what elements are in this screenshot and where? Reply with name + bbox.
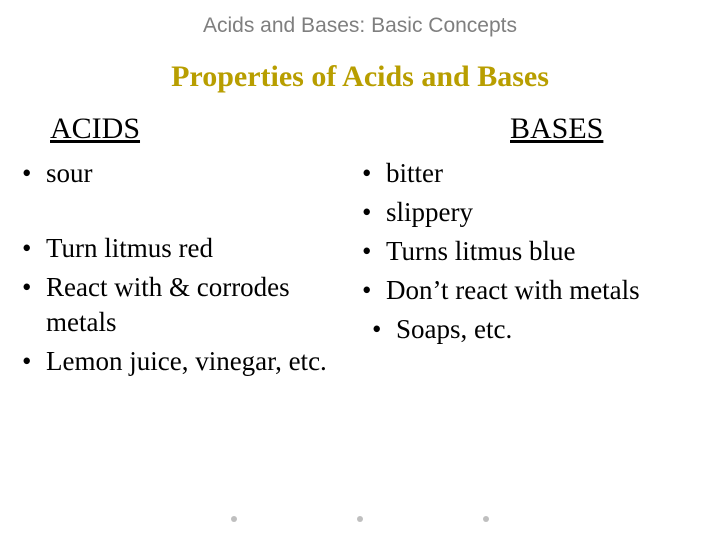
bases-heading: BASES bbox=[510, 112, 700, 146]
nav-dot bbox=[231, 516, 237, 522]
acids-list-top: sour bbox=[20, 156, 360, 191]
list-item: slippery bbox=[360, 195, 700, 230]
content-columns: ACIDS sour Turn litmus red React with & … bbox=[0, 112, 720, 383]
list-item: Don’t react with metals bbox=[360, 273, 700, 308]
nav-dot bbox=[483, 516, 489, 522]
list-item: Turns litmus blue bbox=[360, 234, 700, 269]
nav-dot bbox=[357, 516, 363, 522]
bases-list-mid: Turns litmus blue Don’t react with metal… bbox=[360, 234, 700, 308]
list-item: React with & corrodes metals bbox=[20, 270, 360, 340]
spacer bbox=[20, 195, 360, 231]
bases-list-bottom: Soaps, etc. bbox=[370, 312, 700, 347]
slide-header: Acids and Bases: Basic Concepts bbox=[0, 0, 720, 38]
acids-list-bottom: Turn litmus red React with & corrodes me… bbox=[20, 231, 360, 379]
bases-list-top: bitter slippery bbox=[360, 156, 700, 230]
footer-dots bbox=[0, 516, 720, 522]
list-item: Turn litmus red bbox=[20, 231, 360, 266]
bases-column: BASES bitter slippery Turns litmus blue … bbox=[360, 112, 700, 383]
acids-column: ACIDS sour Turn litmus red React with & … bbox=[20, 112, 360, 383]
list-item: Soaps, etc. bbox=[370, 312, 700, 347]
list-item: sour bbox=[20, 156, 360, 191]
acids-heading: ACIDS bbox=[50, 112, 360, 146]
list-item: Lemon juice, vinegar, etc. bbox=[20, 344, 360, 379]
slide-subtitle: Properties of Acids and Bases bbox=[0, 60, 720, 94]
list-item: bitter bbox=[360, 156, 700, 191]
